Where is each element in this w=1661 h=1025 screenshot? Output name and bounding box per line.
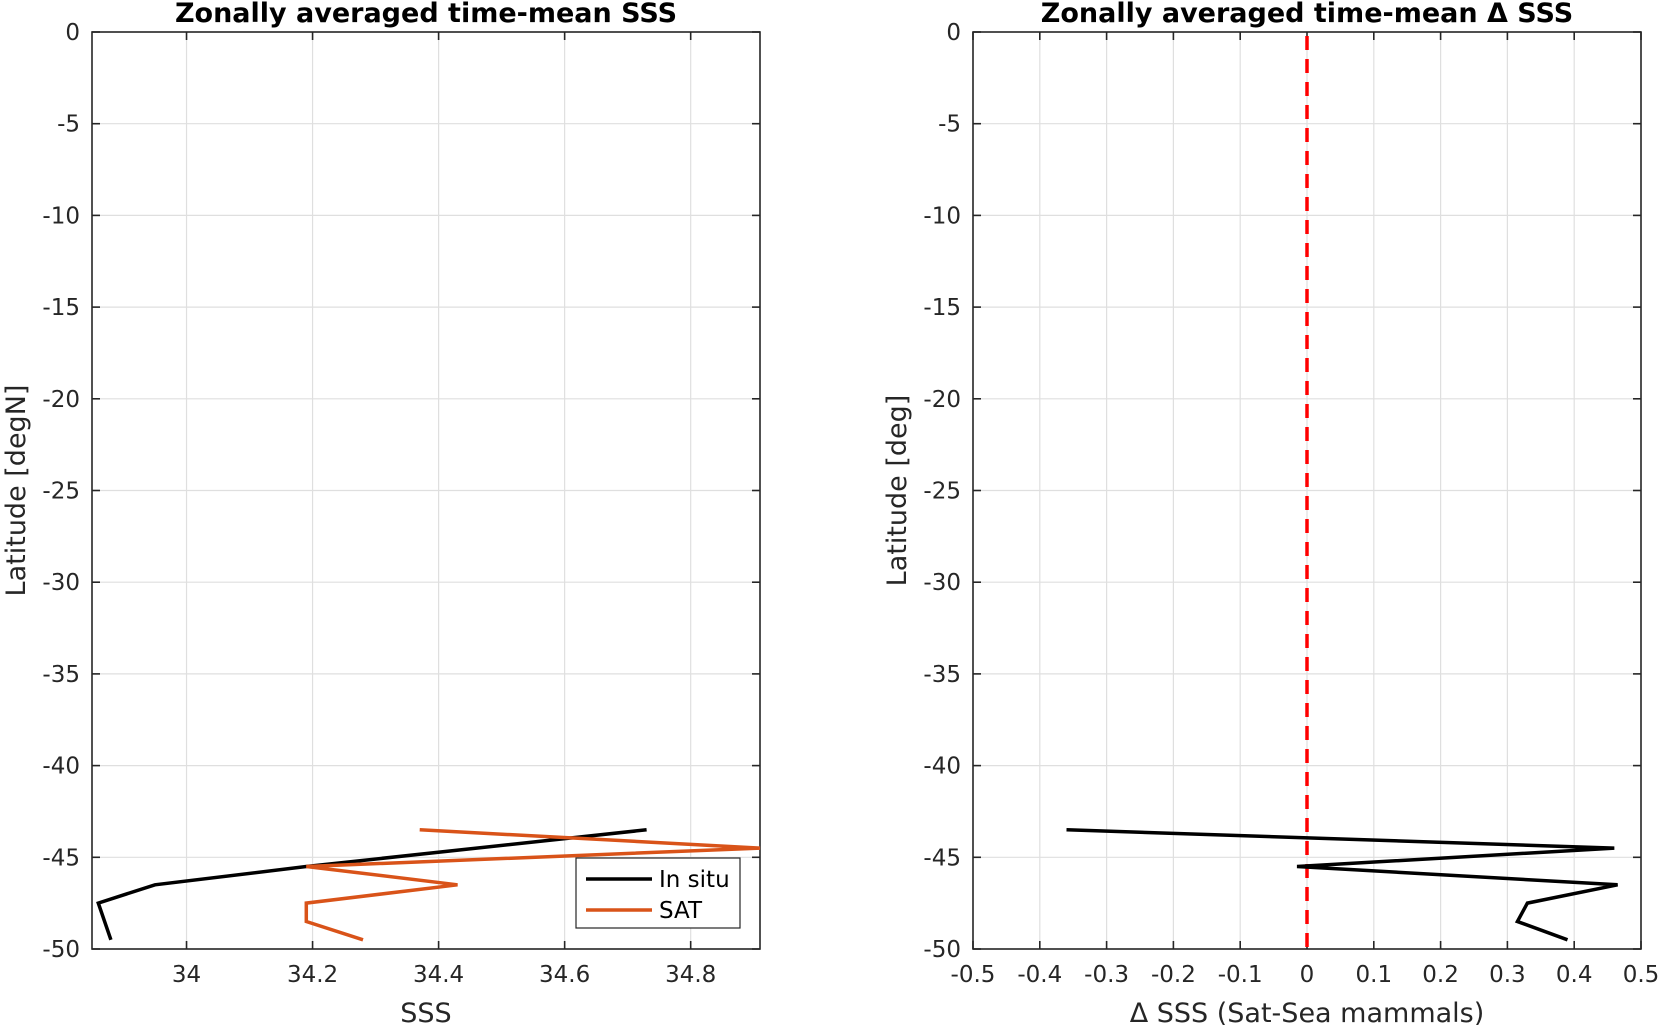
x-tick-label: 0.5 [1623, 962, 1660, 988]
x-tick-label: 0.4 [1556, 962, 1593, 988]
x-tick-label: -0.1 [1218, 962, 1263, 988]
x-tick-label: 34.6 [539, 962, 590, 988]
y-tick-label: -35 [923, 662, 961, 688]
x-tick-label: -0.2 [1151, 962, 1196, 988]
y-tick-label: -15 [923, 295, 961, 321]
y-tick-label: -50 [923, 937, 961, 963]
x-tick-label: 34.2 [287, 962, 338, 988]
legend-box [575, 857, 741, 929]
legend-label: SAT [659, 898, 703, 924]
chart-title: Zonally averaged time-mean Δ SSS [1041, 0, 1573, 29]
y-tick-label: -30 [923, 570, 961, 596]
x-tick-label: 0.1 [1356, 962, 1393, 988]
x-tick-label: -0.3 [1084, 962, 1129, 988]
series-line-in-situ [96, 828, 647, 941]
y-tick-label: -25 [42, 479, 80, 505]
series-line-0 [1066, 828, 1618, 942]
series-line-sat [304, 828, 761, 942]
x-tick-label: -0.5 [951, 962, 996, 988]
x-tick-label: -0.4 [1017, 962, 1062, 988]
y-tick-label: -45 [42, 845, 80, 871]
y-tick-label: -50 [42, 937, 80, 963]
y-tick-label: -15 [42, 295, 80, 321]
chart-title: Zonally averaged time-mean SSS [175, 0, 677, 29]
y-tick-label: -5 [57, 112, 80, 138]
y-tick-label: -40 [42, 754, 80, 780]
y-tick-label: -20 [923, 387, 961, 413]
y-tick-label: -35 [42, 662, 80, 688]
y-tick-label: -10 [42, 203, 80, 229]
y-axis-label: Latitude [deg] [882, 395, 913, 587]
y-tick-label: -40 [923, 754, 961, 780]
y-tick-label: -20 [42, 387, 80, 413]
y-tick-label: 0 [946, 20, 961, 46]
y-axis-label: Latitude [degN] [1, 385, 32, 597]
x-tick-label: 34.4 [413, 962, 464, 988]
x-tick-label: 34.8 [665, 962, 716, 988]
x-tick-label: 0.3 [1489, 962, 1526, 988]
x-axis-label: SSS [400, 998, 451, 1025]
y-tick-label: -45 [923, 845, 961, 871]
y-tick-label: -5 [938, 112, 961, 138]
x-axis-label: Δ SSS (Sat-Sea mammals) [1130, 998, 1485, 1025]
legend-label: In situ [659, 867, 730, 893]
x-tick-label: 34 [172, 962, 201, 988]
x-tick-label: 0.2 [1422, 962, 1459, 988]
x-tick-label: 0 [1300, 962, 1315, 988]
y-tick-label: -25 [923, 479, 961, 505]
y-tick-label: -30 [42, 570, 80, 596]
y-tick-label: 0 [65, 20, 80, 46]
y-tick-label: -10 [923, 203, 961, 229]
